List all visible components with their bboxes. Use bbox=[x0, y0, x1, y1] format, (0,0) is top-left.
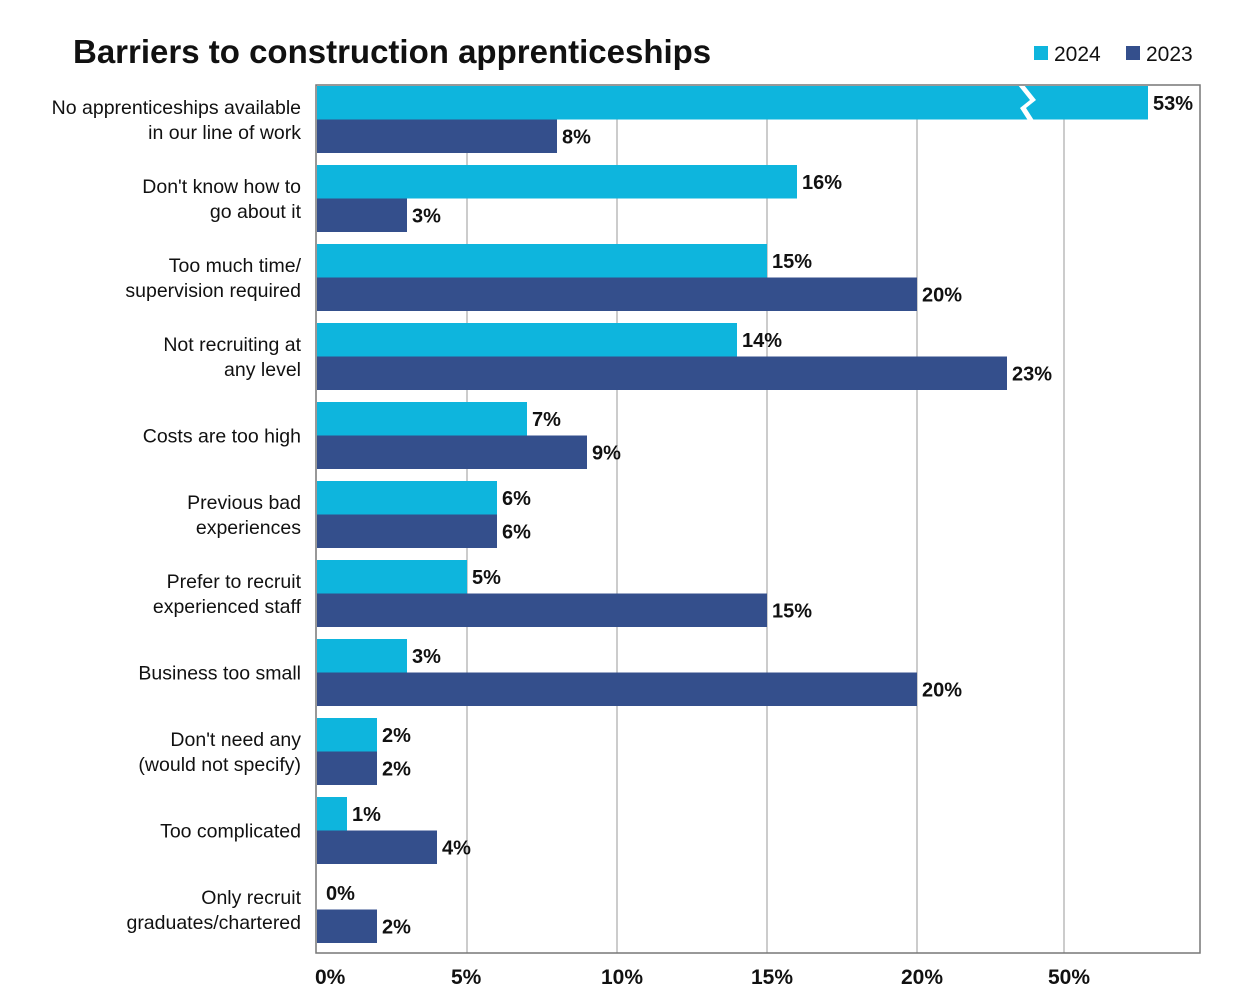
chart-title: Barriers to construction apprenticeships bbox=[73, 33, 711, 70]
data-label-2024: 2% bbox=[382, 725, 411, 747]
legend-swatch-2024 bbox=[1034, 46, 1048, 60]
data-label-2023: 23% bbox=[1012, 363, 1052, 385]
bar-2024 bbox=[317, 718, 377, 752]
legend-label-2023: 2023 bbox=[1146, 43, 1193, 66]
data-label-2023: 20% bbox=[922, 284, 962, 306]
data-label-2024: 15% bbox=[772, 251, 812, 273]
x-tick-label: 20% bbox=[901, 966, 943, 989]
x-tick-label: 10% bbox=[601, 966, 643, 989]
x-tick-label: 50% bbox=[1048, 966, 1090, 989]
bar-2023 bbox=[317, 909, 377, 943]
category-label: Don't need any bbox=[170, 729, 301, 751]
category-label: Previous bad bbox=[187, 492, 301, 514]
data-label-2024: 3% bbox=[412, 646, 441, 668]
data-label-2024: 5% bbox=[472, 567, 501, 589]
plot-frame bbox=[315, 84, 1201, 954]
category-label: (would not specify) bbox=[138, 754, 301, 776]
data-label-2024: 16% bbox=[802, 172, 842, 194]
x-tick-label: 0% bbox=[315, 966, 346, 989]
bar-2023 bbox=[317, 751, 377, 785]
category-label: Not recruiting at bbox=[163, 334, 301, 356]
bar-2023 bbox=[317, 435, 587, 469]
category-label: any level bbox=[224, 359, 301, 381]
data-label-2023: 4% bbox=[442, 837, 471, 859]
data-label-2023: 9% bbox=[592, 442, 621, 464]
category-label: Only recruit bbox=[201, 887, 301, 909]
bar-2023 bbox=[317, 830, 437, 864]
data-label-2023: 2% bbox=[382, 916, 411, 938]
bar-2024 bbox=[317, 244, 767, 278]
bar-2024 bbox=[317, 797, 347, 831]
category-label: Costs are too high bbox=[143, 426, 301, 448]
category-label: Too much time/ bbox=[169, 255, 302, 277]
bar-2024 bbox=[317, 165, 797, 199]
legend-swatch-2023 bbox=[1126, 46, 1140, 60]
bar-2024 bbox=[317, 481, 497, 515]
x-tick-label: 15% bbox=[751, 966, 793, 989]
category-label: experiences bbox=[196, 517, 301, 539]
bar-2024 bbox=[317, 560, 467, 594]
category-label: No apprenticeships available bbox=[52, 97, 301, 119]
bar-2024 bbox=[317, 86, 1148, 120]
data-label-2023: 2% bbox=[382, 758, 411, 780]
legend-label-2024: 2024 bbox=[1054, 43, 1101, 66]
data-label-2024: 0% bbox=[326, 883, 355, 905]
bar-2023 bbox=[317, 514, 497, 548]
bar-2023 bbox=[317, 672, 917, 706]
data-label-2023: 6% bbox=[502, 521, 531, 543]
data-label-2023: 20% bbox=[922, 679, 962, 701]
category-label: experienced staff bbox=[153, 596, 302, 618]
category-label: go about it bbox=[210, 201, 302, 223]
category-label: graduates/chartered bbox=[126, 912, 301, 934]
data-label-2024: 53% bbox=[1153, 93, 1193, 115]
category-label: in our line of work bbox=[148, 122, 301, 144]
data-label-2024: 7% bbox=[532, 409, 561, 431]
data-label-2023: 8% bbox=[562, 126, 591, 148]
x-tick-label: 5% bbox=[451, 966, 482, 989]
bar-2023 bbox=[317, 119, 557, 153]
data-label-2024: 14% bbox=[742, 330, 782, 352]
bar-2023 bbox=[317, 277, 917, 311]
category-label: Don't know how to bbox=[142, 176, 301, 198]
axis-break-marker bbox=[1018, 85, 1036, 121]
data-label-2024: 1% bbox=[352, 804, 381, 826]
bar-2024 bbox=[317, 323, 737, 357]
bar-2024 bbox=[317, 402, 527, 436]
bar-2023 bbox=[317, 198, 407, 232]
bar-2023 bbox=[317, 356, 1007, 390]
category-label: supervision required bbox=[125, 280, 301, 302]
data-label-2024: 6% bbox=[502, 488, 531, 510]
category-label: Prefer to recruit bbox=[167, 571, 302, 593]
data-label-2023: 15% bbox=[772, 600, 812, 622]
bar-2023 bbox=[317, 593, 767, 627]
bar-2024 bbox=[317, 639, 407, 673]
legend: 2024 2023 bbox=[1034, 43, 1193, 66]
data-label-2023: 3% bbox=[412, 205, 441, 227]
category-label: Too complicated bbox=[160, 821, 301, 843]
category-label: Business too small bbox=[138, 663, 301, 685]
